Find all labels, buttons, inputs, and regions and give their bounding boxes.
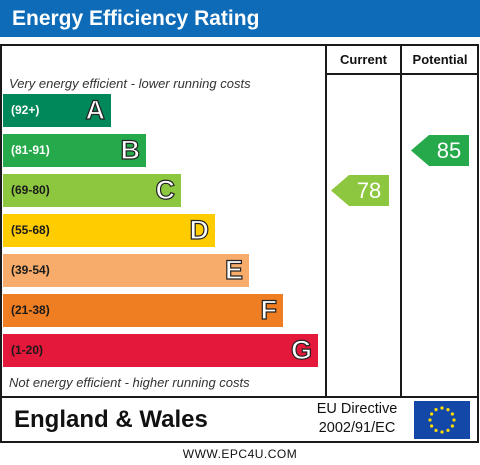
band-a: (92+) A (3, 94, 111, 127)
band-e: (39-54) E (3, 254, 249, 287)
band-range-label: (81-91) (11, 143, 50, 157)
eu-flag-icon (414, 401, 470, 439)
header-divider (325, 73, 479, 75)
flag-star (434, 408, 438, 412)
band-letter-label: B (120, 134, 141, 165)
band-range-label: (1-20) (11, 343, 44, 357)
flag-star (450, 424, 454, 428)
flag-star (428, 418, 432, 422)
flag-star (440, 406, 444, 410)
band-letter-label: G (290, 334, 312, 365)
website-footer: WWW.EPC4U.COM (182, 447, 298, 461)
column-divider-potential (400, 44, 402, 398)
footer-directive: EU Directive 2002/91/EC (303, 400, 411, 438)
directive-line-1: EU Directive (316, 401, 398, 417)
band-range-label: (69-80) (11, 183, 50, 197)
potential-rating-arrow: 85 (411, 135, 469, 166)
current-rating-arrow: 78 (331, 175, 389, 206)
band-letter-label: D (189, 214, 210, 245)
column-header-potential: Potential (412, 52, 468, 67)
flag-star (434, 428, 438, 432)
band-letter-label: F (260, 294, 278, 325)
band-c: (69-80) C (3, 174, 181, 207)
band-b: (81-91) B (3, 134, 146, 167)
flag-star (446, 428, 450, 432)
caption-top: Very energy efficient - lower running co… (9, 76, 251, 91)
band-range-label: (92+) (11, 103, 40, 117)
band-range-label: (55-68) (11, 223, 50, 237)
flag-star (430, 412, 434, 416)
chart-title: Energy Efficiency Rating (0, 0, 480, 37)
caption-bottom: Not energy efficient - higher running co… (9, 375, 250, 390)
band-letter-label: A (85, 94, 106, 125)
flag-star (446, 408, 450, 412)
band-g: (1-20) G (3, 334, 318, 367)
band-f: (21-38) F (3, 294, 283, 327)
potential-rating-value: 85 (436, 138, 462, 163)
flag-star (440, 430, 444, 434)
column-header-current: Current (340, 52, 387, 67)
band-letter-label: E (224, 254, 243, 285)
band-letter-label: C (155, 174, 176, 205)
flag-star (452, 418, 456, 422)
flag-star (430, 424, 434, 428)
directive-line-2: 2002/91/EC (318, 420, 396, 436)
band-range-label: (39-54) (11, 263, 50, 277)
footer-country: England & Wales (14, 406, 208, 433)
flag-star (450, 412, 454, 416)
band-range-label: (21-38) (11, 303, 50, 317)
band-d: (55-68) D (3, 214, 215, 247)
current-rating-value: 78 (356, 178, 382, 203)
footer-divider (0, 396, 479, 398)
column-divider-current (325, 44, 327, 398)
rating-frame (0, 44, 479, 443)
